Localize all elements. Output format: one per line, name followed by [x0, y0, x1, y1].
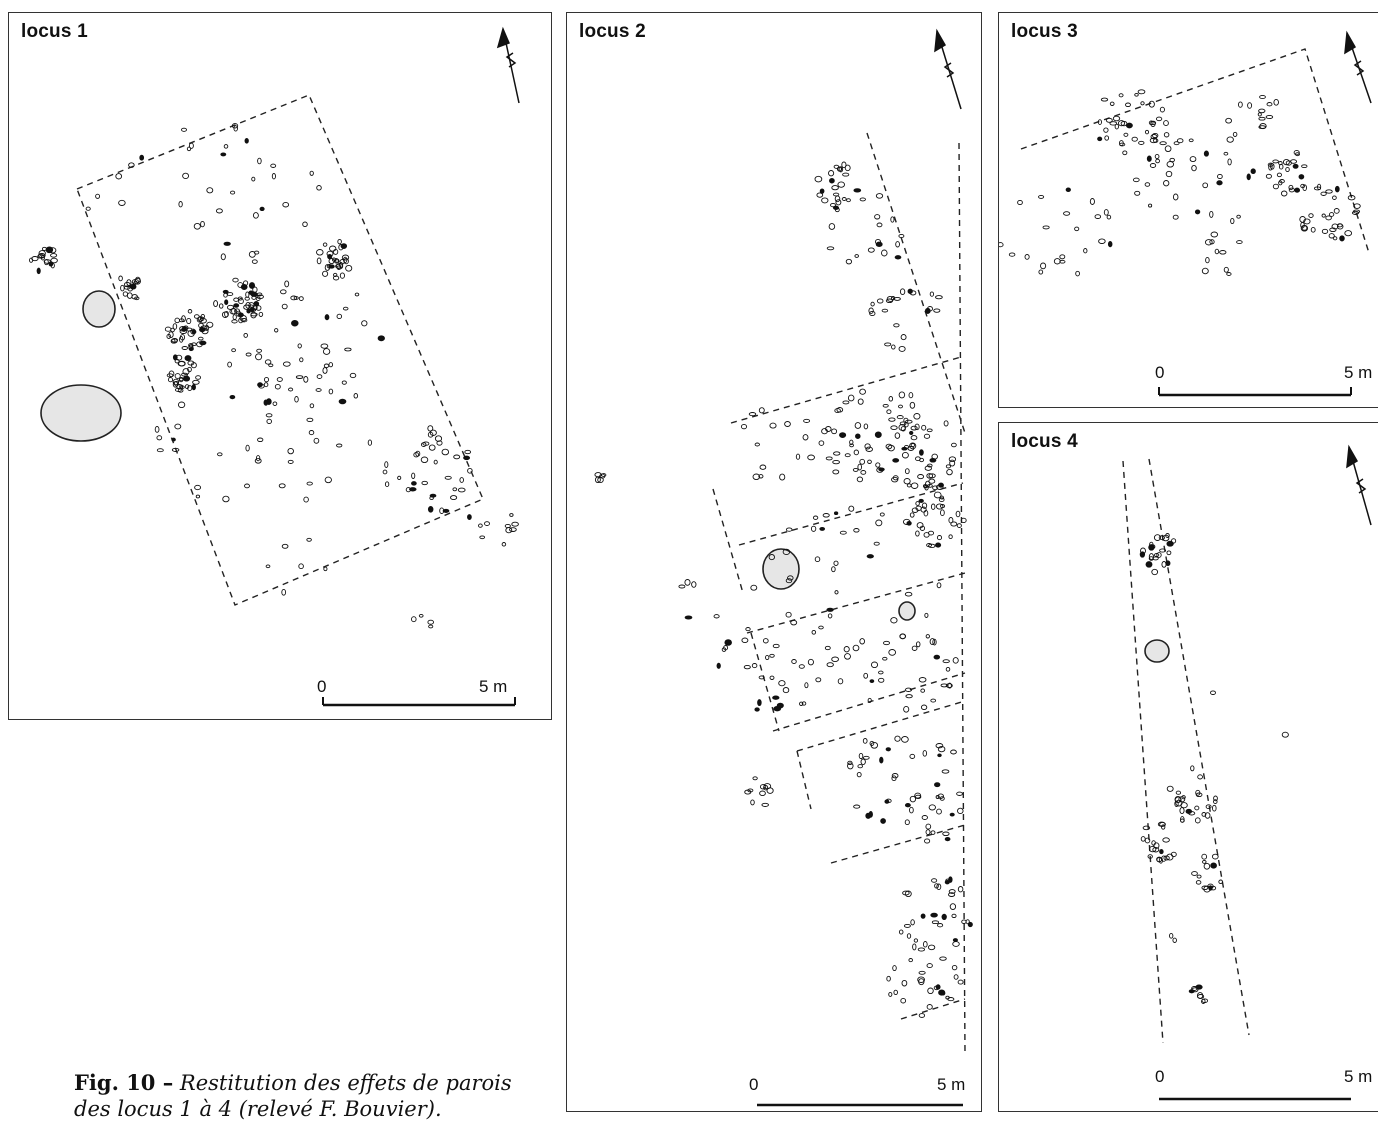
figure-label: Fig. 10 – — [74, 1070, 174, 1095]
site-plan-locus-3 — [999, 30, 1372, 397]
scale-start-label: 0 — [749, 1075, 759, 1094]
panel-title: locus 3 — [1011, 21, 1078, 42]
site-plan-locus-2 — [594, 28, 973, 1107]
north-arrow-icon — [934, 28, 962, 110]
panel-locus-3: locus 3 0 5 m — [998, 12, 1378, 408]
scale-end-label: 5 m — [479, 677, 508, 696]
hearth — [40, 290, 122, 442]
scale-start-label: 0 — [317, 677, 327, 696]
caption-text-line2: des locus 1 à 4 (relevé F. Bouvier). — [74, 1097, 442, 1121]
scale-end-label: 5 m — [1344, 1067, 1373, 1086]
remains-scatter — [999, 89, 1361, 277]
caption-text-line1: Restitution des effets de parois — [173, 1071, 512, 1095]
panel-title: locus 1 — [21, 21, 88, 42]
panel-locus-4: locus 4 0 5 m — [998, 422, 1378, 1112]
north-arrow-icon — [1346, 444, 1372, 526]
excavation-outline — [1020, 48, 1370, 254]
north-arrow-icon — [496, 26, 520, 104]
scale-end-label: 5 m — [1344, 363, 1373, 382]
hearth — [1144, 639, 1170, 663]
hearth — [762, 548, 916, 621]
site-plan-locus-4 — [1122, 444, 1372, 1101]
remains-scatter — [594, 161, 973, 1018]
remains-scatter — [1139, 533, 1289, 1004]
excavation-outline — [76, 94, 484, 606]
site-plan-locus-1 — [29, 26, 520, 707]
panel-title: locus 2 — [579, 21, 646, 42]
scale-start-label: 0 — [1155, 1067, 1165, 1086]
panel-locus-1: locus 1 0 5 m — [8, 12, 552, 720]
figure-caption: Fig. 10 – Restitution des effets de paro… — [74, 1070, 554, 1122]
panel-title: locus 4 — [1011, 431, 1078, 452]
excavation-outline — [1122, 458, 1250, 1044]
scale-start-label: 0 — [1155, 363, 1165, 382]
north-arrow-icon — [1344, 30, 1372, 104]
panel-locus-2: locus 2 0 5 m — [566, 12, 982, 1112]
remains-scatter — [29, 123, 519, 629]
excavation-outline — [712, 132, 966, 1054]
scale-end-label: 5 m — [937, 1075, 966, 1094]
